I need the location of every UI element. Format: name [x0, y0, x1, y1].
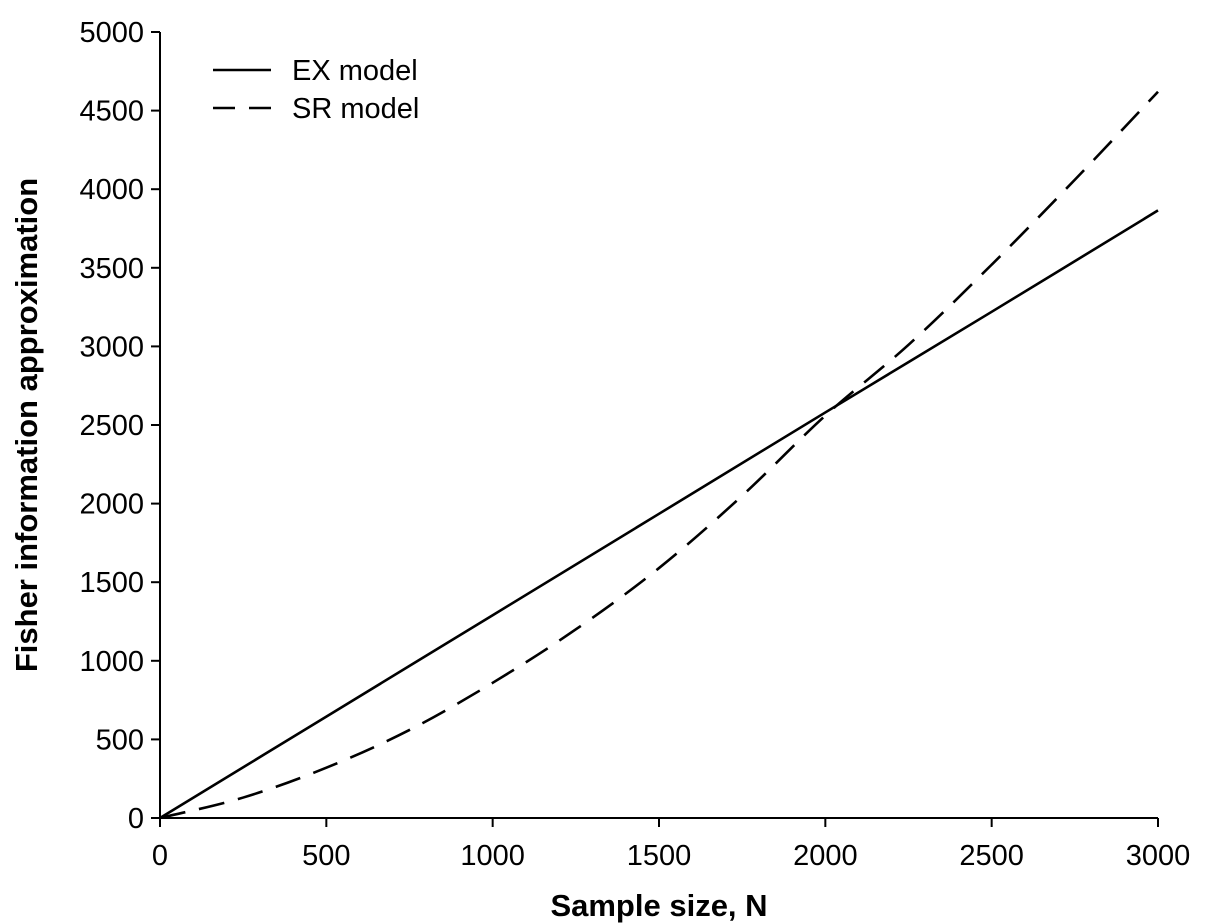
x-tick-label: 500 — [302, 840, 350, 872]
y-tick-label: 2500 — [79, 410, 144, 442]
series-line-sr-model — [159, 90, 1159, 820]
y-tick-label: 4000 — [79, 174, 144, 206]
y-tick-label: 5000 — [79, 17, 144, 49]
series-layer — [159, 90, 1159, 820]
legend-label-ex-model: EX model — [292, 55, 418, 87]
x-axis-ticks: 0 500 1000 1500 2000 2500 3000 — [152, 818, 1190, 872]
y-tick-label: 4500 — [79, 96, 144, 128]
y-tick-label: 3500 — [79, 253, 144, 285]
axes — [159, 32, 1158, 819]
y-tick-label: 0 — [128, 803, 144, 835]
legend-label-sr-model: SR model — [292, 93, 419, 125]
x-tick-label: 3000 — [1126, 840, 1191, 872]
y-axis-title: Fisher information approximation — [9, 178, 44, 672]
y-axis-ticks: 0 500 1000 1500 2000 2500 3000 3500 4000 4500 5000 — [79, 17, 160, 835]
x-tick-label: 1000 — [460, 840, 525, 872]
y-tick-label: 500 — [96, 724, 144, 756]
x-tick-label: 1500 — [627, 840, 692, 872]
y-tick-label: 2000 — [79, 489, 144, 521]
y-tick-label: 1500 — [79, 567, 144, 599]
y-tick-label: 1000 — [79, 646, 144, 678]
x-tick-label: 2000 — [793, 840, 858, 872]
x-tick-label: 2500 — [959, 840, 1024, 872]
series-line-ex-model — [159, 209, 1159, 820]
x-tick-label: 0 — [152, 840, 168, 872]
x-axis-title: Sample size, N — [550, 888, 767, 923]
legend: EX model SR model — [213, 55, 419, 125]
y-tick-label: 3000 — [79, 331, 144, 363]
